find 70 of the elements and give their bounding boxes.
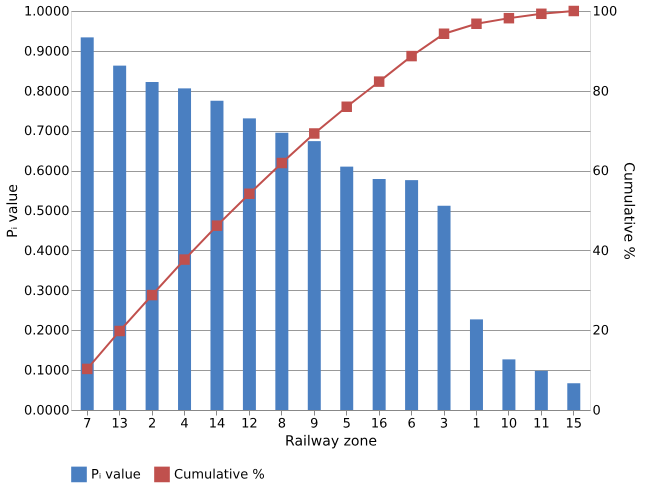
bar bbox=[210, 100, 224, 410]
point bbox=[244, 188, 255, 199]
bar bbox=[502, 359, 516, 410]
x-tick-label: 13 bbox=[111, 416, 128, 432]
x-tick-label: 6 bbox=[407, 416, 416, 432]
point bbox=[82, 364, 92, 374]
x-tick-label: 5 bbox=[342, 416, 351, 432]
x-tick-label: 8 bbox=[278, 416, 286, 432]
point bbox=[309, 128, 320, 139]
y2-axis-title: Cumulative % bbox=[620, 162, 636, 260]
bar bbox=[438, 206, 451, 410]
y2-tick-label: 20 bbox=[592, 324, 610, 339]
x-tick-label: 16 bbox=[370, 416, 388, 432]
bar bbox=[146, 82, 159, 410]
point bbox=[471, 18, 482, 30]
y-tick-label: 0.5000 bbox=[24, 204, 70, 219]
x-tick-label: 12 bbox=[241, 416, 258, 432]
bar bbox=[308, 141, 321, 410]
point bbox=[438, 28, 450, 39]
x-tick-label: 4 bbox=[180, 416, 189, 432]
x-axis-title: Railway zone bbox=[285, 434, 377, 450]
bar bbox=[567, 383, 580, 410]
y2-tick-label: 100 bbox=[592, 4, 618, 20]
y-tick-label: 0.3000 bbox=[24, 284, 70, 299]
point bbox=[374, 76, 384, 87]
bar bbox=[113, 66, 126, 410]
bar bbox=[372, 178, 386, 410]
point bbox=[341, 102, 352, 112]
bar bbox=[80, 37, 94, 410]
y2-tick-label: 0 bbox=[592, 404, 601, 418]
point bbox=[146, 290, 158, 300]
legend-label: Cumulative % bbox=[174, 467, 265, 482]
point bbox=[504, 12, 514, 24]
x-tick-label: 7 bbox=[83, 416, 92, 432]
point bbox=[212, 220, 222, 231]
bar bbox=[534, 370, 548, 410]
y-tick-label: 1.0000 bbox=[24, 4, 70, 20]
y2-tick-label: 40 bbox=[592, 244, 610, 259]
x-tick-label: 15 bbox=[566, 416, 582, 432]
y-tick-label: 0.8000 bbox=[24, 84, 70, 100]
y-tick-label: 0.7000 bbox=[24, 124, 70, 140]
bar bbox=[470, 319, 483, 410]
point bbox=[114, 326, 125, 336]
y-tick-label: 0.4000 bbox=[24, 244, 70, 259]
y2-tick-label: 80 bbox=[592, 84, 610, 100]
y-axis-title: Pᵢ value bbox=[5, 184, 22, 238]
y-tick-label: 0.0000 bbox=[24, 404, 70, 418]
x-tick-label: 3 bbox=[440, 416, 448, 432]
y-tick-label: 0.6000 bbox=[24, 164, 70, 180]
bar bbox=[405, 180, 418, 410]
y-tick-label: 0.9000 bbox=[24, 44, 70, 60]
x-tick-label: 14 bbox=[208, 416, 226, 432]
x-tick-label: 1 bbox=[472, 416, 481, 432]
x-tick-label: 11 bbox=[533, 416, 550, 432]
bar bbox=[178, 88, 192, 410]
x-tick-label: 10 bbox=[500, 416, 518, 432]
bar bbox=[340, 166, 354, 410]
x-tick-label: 9 bbox=[310, 416, 318, 432]
x-tick-label: 2 bbox=[148, 416, 156, 432]
y2-tick-label: 60 bbox=[592, 164, 610, 180]
point bbox=[536, 8, 547, 20]
point bbox=[179, 254, 190, 265]
point bbox=[276, 158, 288, 168]
y-tick-label: 0.1000 bbox=[24, 364, 70, 379]
point bbox=[406, 50, 417, 62]
y-tick-label: 0.2000 bbox=[24, 324, 70, 339]
legend-label: Pᵢ value bbox=[91, 467, 141, 482]
point bbox=[568, 6, 580, 16]
bar bbox=[242, 118, 256, 410]
bar bbox=[275, 132, 288, 410]
